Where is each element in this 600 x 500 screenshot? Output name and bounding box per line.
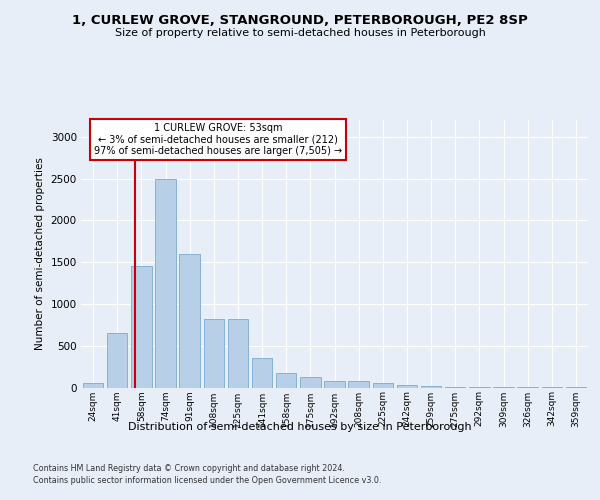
Bar [349, 381, 369, 388]
Bar [421, 386, 442, 388]
Bar [397, 385, 417, 388]
Text: 1 CURLEW GROVE: 53sqm
← 3% of semi-detached houses are smaller (212)
97% of semi: 1 CURLEW GROVE: 53sqm ← 3% of semi-detac… [94, 122, 342, 156]
Bar [227, 319, 248, 388]
Text: 1, CURLEW GROVE, STANGROUND, PETERBOROUGH, PE2 8SP: 1, CURLEW GROVE, STANGROUND, PETERBOROUG… [72, 14, 528, 27]
Bar [131, 266, 152, 388]
Bar [324, 381, 345, 388]
Bar [83, 384, 103, 388]
Bar [179, 254, 200, 388]
Bar [373, 384, 393, 388]
Bar [445, 386, 466, 388]
Bar [107, 333, 127, 388]
Bar [276, 373, 296, 388]
Text: Contains public sector information licensed under the Open Government Licence v3: Contains public sector information licen… [33, 476, 382, 485]
Bar [203, 319, 224, 388]
Y-axis label: Number of semi-detached properties: Number of semi-detached properties [35, 158, 45, 350]
Bar [252, 358, 272, 388]
Text: Size of property relative to semi-detached houses in Peterborough: Size of property relative to semi-detach… [115, 28, 485, 38]
Text: Contains HM Land Registry data © Crown copyright and database right 2024.: Contains HM Land Registry data © Crown c… [33, 464, 345, 473]
Bar [155, 178, 176, 388]
Bar [300, 378, 320, 388]
Text: Distribution of semi-detached houses by size in Peterborough: Distribution of semi-detached houses by … [128, 422, 472, 432]
